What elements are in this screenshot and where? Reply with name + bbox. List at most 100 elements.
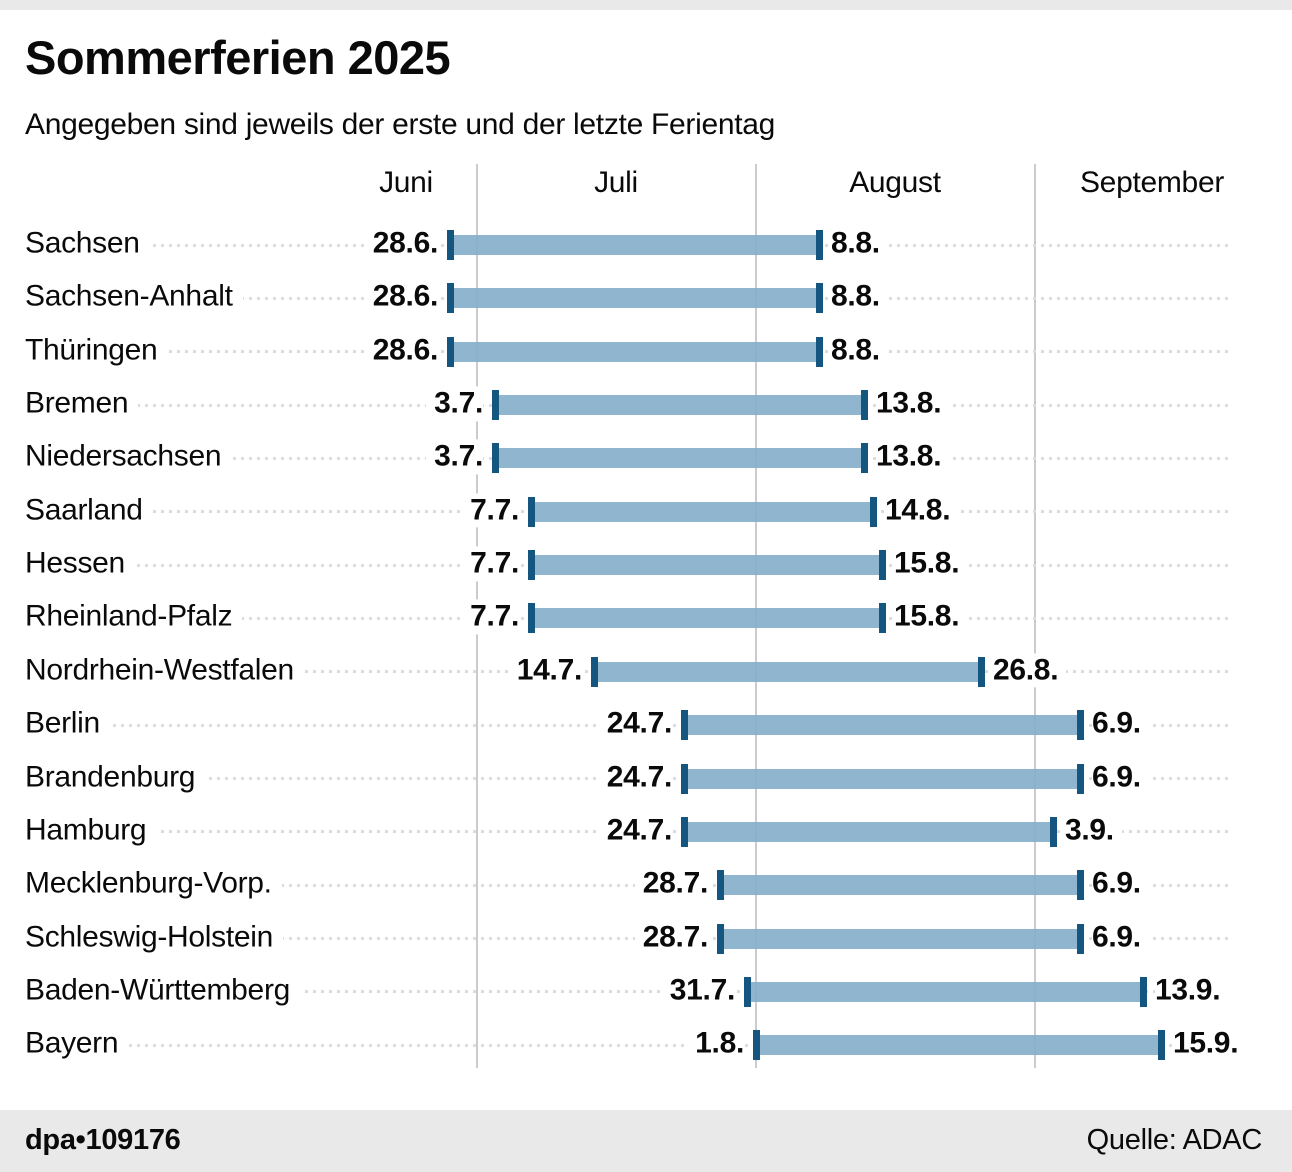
state-label: Mecklenburg-Vorp. (25, 866, 282, 902)
row-leader-line (25, 937, 1230, 941)
bar-end-cap (860, 390, 868, 421)
bar-start-cap (716, 923, 724, 954)
start-date-label: 28.6. (364, 333, 438, 368)
bar-start-cap (491, 443, 499, 474)
state-label: Hessen (25, 546, 135, 581)
bar-start-cap (680, 710, 688, 741)
state-label: Brandenburg (25, 759, 206, 795)
month-label: September (1079, 166, 1225, 199)
state-label: Baden-Württemberg (25, 973, 301, 1008)
bar-end-cap (1076, 710, 1084, 741)
state-label: Bremen (25, 386, 139, 421)
holiday-bar (450, 235, 819, 255)
bar-start-cap (446, 230, 454, 260)
bar-end-cap (1157, 1030, 1165, 1061)
end-date-label: 6.9. (1092, 706, 1149, 742)
start-date-label: 24.7. (598, 706, 672, 742)
bar-end-cap (869, 496, 877, 527)
end-date-label: 15.9. (1173, 1026, 1247, 1062)
start-date-label: 3.7. (426, 386, 483, 421)
end-date-label: 6.9. (1092, 759, 1149, 795)
end-date-label: 13.9. (1155, 973, 1229, 1008)
holiday-bar (531, 608, 882, 629)
end-date-label: 15.8. (894, 599, 968, 635)
start-date-label: 1.8. (687, 1026, 744, 1062)
bar-end-cap (815, 336, 823, 367)
state-label: Thüringen (25, 333, 168, 368)
chart-subtitle: Angegeben sind jeweils der erste und der… (25, 108, 776, 141)
bar-end-cap (815, 230, 823, 260)
end-date-label: 3.9. (1065, 813, 1122, 848)
state-label: Niedersachsen (25, 439, 232, 475)
bar-start-cap (491, 390, 499, 421)
end-date-label: 8.8. (831, 333, 888, 368)
start-date-label: 14.7. (508, 653, 582, 688)
holiday-bar (531, 501, 873, 522)
row-leader-line (25, 1043, 1230, 1047)
month-label: Juni (379, 166, 433, 199)
bar-start-cap (527, 603, 535, 634)
start-date-label: 28.6. (364, 226, 438, 261)
holiday-bar (720, 875, 1080, 896)
start-date-label: 31.7. (661, 973, 735, 1008)
holiday-bar (495, 395, 864, 416)
state-label: Sachsen-Anhalt (25, 279, 243, 315)
holiday-bar (747, 981, 1143, 1002)
bar-end-cap (1076, 763, 1084, 794)
bar-end-cap (1139, 976, 1147, 1007)
month-label: Juli (594, 166, 638, 199)
chart-title: Sommerferien 2025 (25, 31, 451, 84)
source-label: Quelle: ADAC (1086, 1123, 1263, 1156)
end-date-label: 13.8. (876, 439, 950, 475)
start-date-label: 24.7. (598, 813, 672, 848)
end-date-label: 8.8. (831, 279, 888, 315)
start-date-label: 7.7. (462, 599, 519, 635)
dpa-credit: dpa•109176 (25, 1123, 181, 1156)
end-date-label: 8.8. (831, 226, 888, 261)
gantt-chart: Juni Juli August September Sachsen 28.6. 8.8. S… (25, 164, 1247, 1068)
state-label: Nordrhein-Westfalen (25, 653, 304, 688)
bar-start-cap (680, 816, 688, 847)
bar-end-cap (1049, 816, 1057, 847)
start-date-label: 28.7. (634, 866, 708, 902)
bar-start-cap (590, 656, 598, 687)
bar-end-cap (878, 550, 886, 581)
holiday-bar (756, 1035, 1161, 1056)
end-date-label: 26.8. (993, 653, 1067, 688)
holiday-bar (450, 288, 819, 309)
bar-end-cap (878, 603, 886, 634)
bar-end-cap (815, 283, 823, 314)
end-date-label: 15.8. (894, 546, 968, 581)
start-date-label: 7.7. (462, 493, 519, 528)
holiday-bar (720, 928, 1080, 949)
row-leader-line (25, 990, 1230, 994)
bar-start-cap (752, 1030, 760, 1061)
bar-end-cap (1076, 923, 1084, 954)
start-date-label: 28.7. (634, 919, 708, 955)
bar-start-cap (527, 550, 535, 581)
bar-start-cap (680, 763, 688, 794)
state-label: Saarland (25, 493, 153, 528)
end-date-label: 6.9. (1092, 866, 1149, 902)
start-date-label: 28.6. (364, 279, 438, 315)
start-date-label: 3.7. (426, 439, 483, 475)
bar-end-cap (1076, 870, 1084, 901)
holiday-bar (684, 768, 1080, 789)
month-gridline (1034, 164, 1036, 1068)
footer-band: dpa•109176 Quelle: ADAC (0, 1110, 1292, 1172)
start-date-label: 7.7. (462, 546, 519, 581)
state-label: Berlin (25, 706, 110, 742)
row-leader-line (25, 883, 1230, 887)
end-date-label: 14.8. (885, 493, 959, 528)
month-label: August (849, 166, 941, 199)
bar-start-cap (446, 336, 454, 367)
holiday-bar (594, 661, 981, 682)
bar-start-cap (743, 976, 751, 1007)
holiday-bar (684, 715, 1080, 736)
end-date-label: 13.8. (876, 386, 950, 421)
bar-start-cap (716, 870, 724, 901)
state-label: Rheinland-Pfalz (25, 599, 243, 635)
bar-end-cap (977, 656, 985, 687)
state-label: Sachsen (25, 226, 150, 261)
holiday-bar (450, 341, 819, 362)
